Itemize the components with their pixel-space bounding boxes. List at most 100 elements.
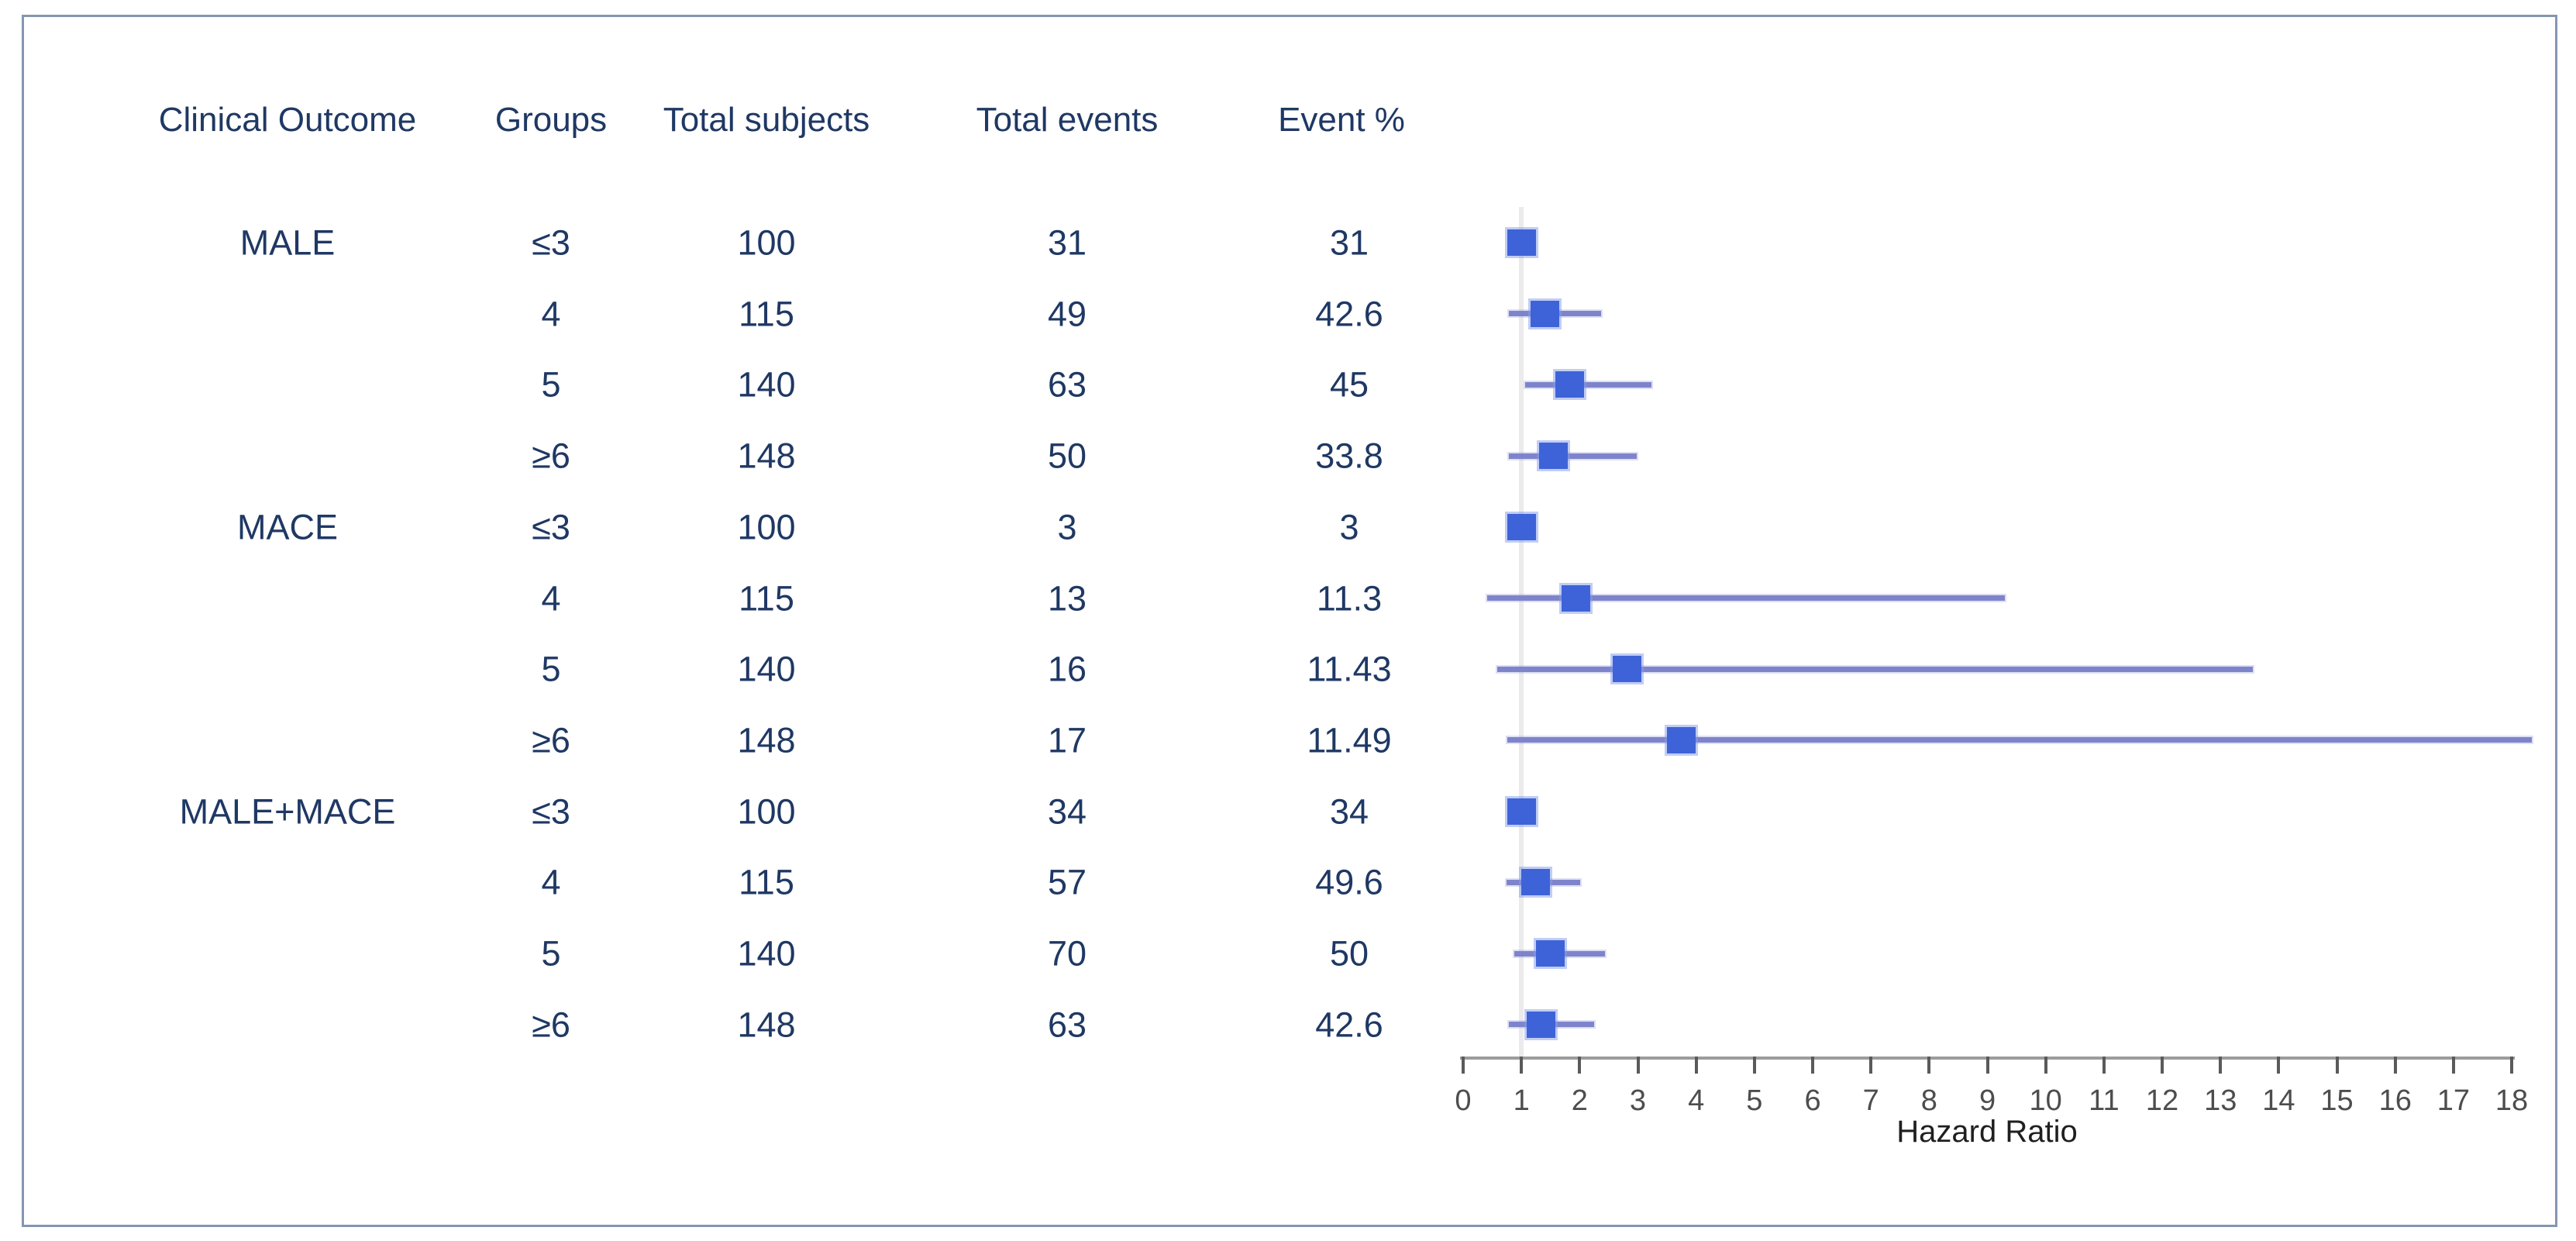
hr-marker: [1530, 300, 1559, 327]
table-cell-group: 5: [541, 933, 561, 974]
ci-line: [1524, 381, 1651, 388]
axis-tick-label: 9: [1978, 1084, 1996, 1117]
table-cell-event-pct: 11.3: [1316, 578, 1383, 618]
hr-marker: [1507, 513, 1536, 540]
axis-tick: [1811, 1057, 1815, 1074]
ci-line: [1507, 737, 2533, 743]
table-cell-subjects: 115: [739, 294, 794, 334]
table-cell-event-pct: 31: [1329, 222, 1369, 263]
reference-line-hr1: [1519, 207, 1524, 1057]
table-cell-outcome: MALE: [239, 222, 336, 263]
table-cell-events: 57: [1047, 862, 1087, 902]
table-cell-group: ≥6: [532, 720, 570, 760]
column-header-total-subjects: Total subjects: [663, 101, 870, 139]
axis-tick: [1985, 1057, 1989, 1074]
axis-tick: [2510, 1057, 2514, 1074]
table-cell-subjects: 100: [737, 507, 796, 547]
table-cell-group: ≥6: [532, 436, 570, 476]
table-cell-group: ≤3: [532, 507, 570, 547]
axis-tick: [2219, 1057, 2223, 1074]
axis-tick-label: 0: [1455, 1084, 1472, 1117]
ci-line: [1486, 595, 2006, 601]
axis-tick-label: 10: [2029, 1084, 2062, 1117]
hr-marker: [1527, 1011, 1556, 1038]
axis-tick: [1694, 1057, 1698, 1074]
table-cell-group: 4: [541, 578, 561, 618]
column-header-clinical-outcome: Clinical Outcome: [158, 101, 417, 139]
axis-tick-label: 13: [2204, 1084, 2237, 1117]
table-cell-subjects: 148: [737, 720, 796, 760]
table-cell-group: 5: [541, 649, 561, 689]
axis-tick-label: 18: [2495, 1084, 2529, 1117]
table-cell-events: 34: [1047, 791, 1087, 832]
axis-tick-label: 3: [1629, 1084, 1647, 1117]
table-cell-group: 4: [541, 294, 561, 334]
table-cell-group: ≤3: [532, 791, 570, 832]
axis-tick-label: 11: [2089, 1084, 2120, 1117]
hr-marker: [1539, 443, 1568, 470]
axis-tick-label: 7: [1862, 1084, 1879, 1117]
table-cell-subjects: 148: [737, 1005, 796, 1045]
hr-marker: [1613, 656, 1642, 683]
table-cell-subjects: 115: [739, 578, 794, 618]
table-cell-event-pct: 49.6: [1315, 862, 1383, 902]
column-header-total-events: Total events: [976, 101, 1159, 139]
axis-tick: [1462, 1057, 1465, 1074]
axis-tick-label: 15: [2320, 1084, 2354, 1117]
table-cell-group: ≤3: [532, 222, 570, 263]
axis-tick-label: 1: [1513, 1084, 1530, 1117]
axis-tick-label: 4: [1688, 1084, 1705, 1117]
table-cell-event-pct: 33.8: [1315, 436, 1383, 476]
table-cell-event-pct: 45: [1329, 364, 1369, 405]
axis-tick-label: 2: [1571, 1084, 1588, 1117]
table-cell-subjects: 100: [737, 791, 796, 832]
hr-marker: [1507, 798, 1536, 825]
table-cell-group: 5: [541, 364, 561, 405]
hr-marker: [1555, 371, 1585, 398]
table-cell-events: 17: [1047, 720, 1087, 760]
axis-tick-label: 12: [2145, 1084, 2179, 1117]
figure-frame: Clinical Outcome Groups Total subjects T…: [22, 15, 2557, 1227]
table-cell-subjects: 148: [737, 436, 796, 476]
table-cell-event-pct: 50: [1329, 933, 1369, 974]
ci-line: [1508, 453, 1637, 459]
axis-tick-label: 16: [2378, 1084, 2412, 1117]
axis-tick: [2044, 1057, 2047, 1074]
hr-marker: [1521, 869, 1551, 896]
table-cell-subjects: 140: [737, 364, 796, 405]
table-cell-events: 3: [1057, 507, 1077, 547]
table-cell-events: 49: [1047, 294, 1087, 334]
table-cell-events: 63: [1047, 364, 1087, 405]
axis-tick: [2451, 1057, 2455, 1074]
table-cell-event-pct: 34: [1329, 791, 1369, 832]
table-cell-events: 31: [1047, 222, 1087, 263]
column-header-event-pct: Event %: [1278, 101, 1405, 139]
axis-tick-label: 8: [1920, 1084, 1937, 1117]
axis-tick: [1869, 1057, 1873, 1074]
axis-tick: [2393, 1057, 2397, 1074]
table-cell-subjects: 100: [737, 222, 796, 263]
axis-tick: [1520, 1057, 1524, 1074]
table-cell-subjects: 140: [737, 649, 796, 689]
hr-marker: [1561, 584, 1590, 612]
hr-marker: [1507, 229, 1536, 256]
table-cell-event-pct: 11.49: [1307, 720, 1392, 760]
axis-tick-label: 14: [2262, 1084, 2295, 1117]
hr-marker: [1667, 726, 1696, 753]
axis-tick: [2335, 1057, 2339, 1074]
axis-tick: [2277, 1057, 2281, 1074]
axis-tick-label: 17: [2437, 1084, 2471, 1117]
table-cell-subjects: 140: [737, 933, 796, 974]
axis-tick-label: 5: [1746, 1084, 1763, 1117]
axis-tick: [1927, 1057, 1931, 1074]
table-cell-events: 70: [1047, 933, 1087, 974]
table-cell-event-pct: 42.6: [1315, 294, 1383, 334]
table-cell-outcome: MALE+MACE: [179, 791, 396, 832]
table-cell-event-pct: 42.6: [1315, 1005, 1383, 1045]
axis-tick-label: 6: [1804, 1084, 1821, 1117]
x-axis-title: Hazard Ratio: [1896, 1115, 2078, 1149]
table-cell-subjects: 115: [739, 862, 794, 902]
table-cell-events: 13: [1047, 578, 1087, 618]
hr-marker: [1535, 940, 1565, 967]
axis-tick: [1636, 1057, 1640, 1074]
